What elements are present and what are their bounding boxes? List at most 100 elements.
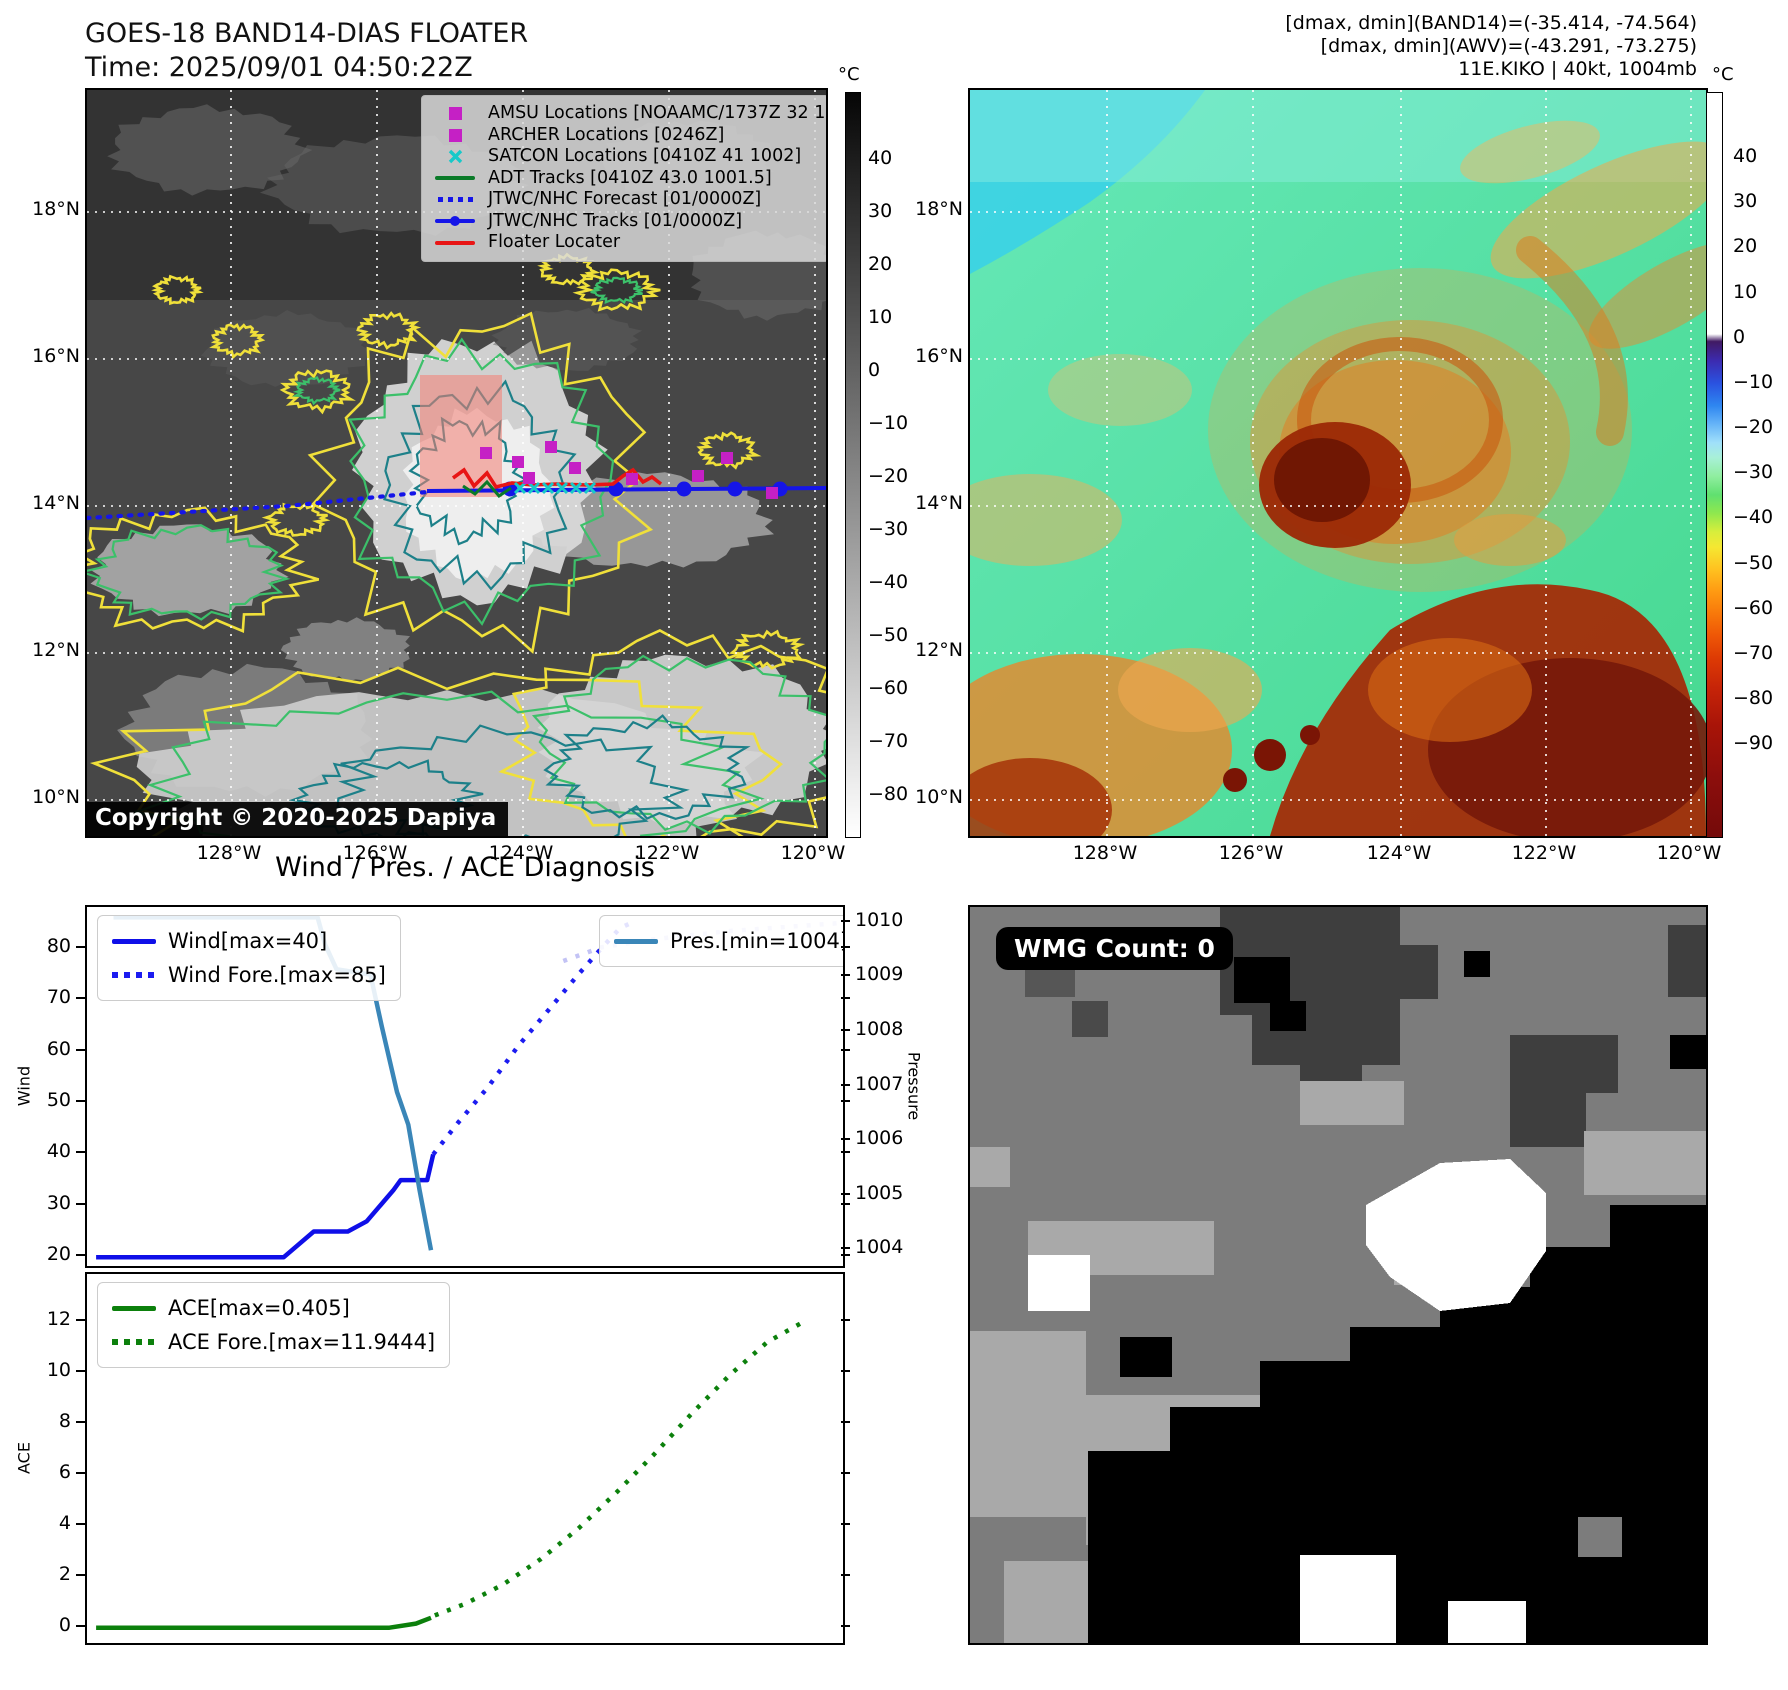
y-tick-label: 1007 xyxy=(855,1072,904,1095)
lon-label: 126°W xyxy=(1218,842,1284,864)
axis-tick xyxy=(841,1099,850,1102)
lat-label: 16°N xyxy=(915,345,963,367)
right-panel-header: [dmax, dmin](BAND14)=(-35.414, -74.564) … xyxy=(1285,12,1697,81)
axis-tick xyxy=(841,1048,850,1051)
axis-tick xyxy=(76,1048,85,1051)
lat-label: 10°N xyxy=(915,786,963,808)
axis-tick xyxy=(841,1202,850,1205)
satcon-x-icon xyxy=(432,149,478,164)
axis-tick xyxy=(841,1192,850,1195)
legend-item: ARCHER Locations [0246Z] xyxy=(432,125,818,147)
axis-tick xyxy=(76,1420,85,1423)
y-tick-label: 1004 xyxy=(855,1236,904,1259)
pressure-legend: Pres.[min=1004] xyxy=(599,915,843,967)
y-tick-label: 80 xyxy=(46,934,71,957)
forecast-dotted-icon xyxy=(432,197,478,203)
colorbar-tick-label: −70 xyxy=(868,730,909,753)
lon-label: 126°W xyxy=(342,842,408,864)
lat-label: 12°N xyxy=(32,639,80,661)
y-tick-label: 50 xyxy=(46,1088,71,1111)
y-tick-label: 1009 xyxy=(855,963,904,986)
axis-tick xyxy=(76,1151,85,1154)
axis-tick xyxy=(841,1625,850,1628)
y-tick-label: 6 xyxy=(58,1460,71,1483)
colorbar-tick-label: −10 xyxy=(1733,370,1774,393)
axis-tick xyxy=(841,1420,850,1423)
lat-label: 12°N xyxy=(915,639,963,661)
legend-item: AMSU Locations [NOAAMC/1737Z 32 1006] xyxy=(432,103,826,125)
awv-map-image xyxy=(970,90,1706,836)
right-colorbar-unit: °C xyxy=(1712,64,1734,85)
amsu-square-icon xyxy=(432,107,478,121)
series-ACE Fore.[max=11.9444] xyxy=(433,1321,803,1618)
axis-tick xyxy=(841,1083,850,1086)
colorbar-tick-label: −20 xyxy=(1733,416,1774,439)
lon-label: 120°W xyxy=(780,842,846,864)
y-tick-label: 12 xyxy=(46,1307,71,1330)
lat-label: 16°N xyxy=(32,345,80,367)
colorbar-tick-label: −80 xyxy=(868,783,909,806)
wind-legend: Wind[max=40] Wind Fore.[max=85] xyxy=(97,915,401,1001)
lat-label: 18°N xyxy=(32,198,80,220)
axis-tick xyxy=(76,1202,85,1205)
colorbar-tick-label: 0 xyxy=(868,359,881,382)
axis-tick xyxy=(76,1471,85,1474)
axis-tick xyxy=(841,1522,850,1525)
colorbar-tick-label: 40 xyxy=(1733,145,1758,168)
floater-line-icon xyxy=(432,240,478,245)
axis-tick xyxy=(841,1318,850,1321)
legend-item: SATCON Locations [0410Z 41 1002] xyxy=(432,146,818,168)
y-tick-label: 20 xyxy=(46,1243,71,1266)
axis-tick xyxy=(76,945,85,948)
wmg-image xyxy=(970,907,1706,1643)
axis-tick xyxy=(841,974,850,977)
axis-tick xyxy=(841,997,850,1000)
series-ACE[max=0.405] xyxy=(96,1615,432,1630)
colorbar-tick-label: 20 xyxy=(1733,235,1758,258)
colorbar-tick-label: −20 xyxy=(868,465,909,488)
y-tick-label: 60 xyxy=(46,1037,71,1060)
y-tick-label: 40 xyxy=(46,1140,71,1163)
y-tick-label: 0 xyxy=(58,1614,71,1637)
pressure-axis-label: Pressure xyxy=(904,1051,924,1121)
adt-line-icon xyxy=(432,176,478,181)
y-tick-label: 4 xyxy=(58,1511,71,1534)
wmg-count-badge: WMG Count: 0 xyxy=(996,927,1233,970)
axis-tick xyxy=(841,1151,850,1154)
axis-tick xyxy=(841,1247,850,1250)
y-tick-label: 1006 xyxy=(855,1127,904,1150)
lon-label: 124°W xyxy=(488,842,554,864)
axis-tick xyxy=(841,1254,850,1257)
legend-item: ADT Tracks [0410Z 43.0 1001.5] xyxy=(432,168,818,190)
dmax-dmin-awv: [dmax, dmin](AWV)=(-43.291, -73.275) xyxy=(1320,35,1697,57)
series-Wind Fore.[max=85] xyxy=(431,920,633,1156)
lon-label: 128°W xyxy=(196,842,262,864)
axis-tick xyxy=(76,997,85,1000)
map-legend: AMSU Locations [NOAAMC/1737Z 32 1006] AR… xyxy=(421,95,826,262)
y-tick-label: 1008 xyxy=(855,1017,904,1040)
colorbar-tick-label: −50 xyxy=(1733,551,1774,574)
axis-tick xyxy=(76,1099,85,1102)
legend-item: Floater Locater xyxy=(432,232,818,254)
axis-tick xyxy=(76,1625,85,1628)
colorbar-tick-label: 10 xyxy=(1733,280,1758,303)
colorbar-tick-label: 30 xyxy=(1733,190,1758,213)
axis-tick xyxy=(76,1574,85,1577)
axis-tick xyxy=(76,1254,85,1257)
axis-tick xyxy=(841,1574,850,1577)
diagnosis-chart-title: Wind / Pres. / ACE Diagnosis xyxy=(275,852,655,883)
colorbar-tick-label: −50 xyxy=(868,624,909,647)
lon-label: 120°W xyxy=(1656,842,1722,864)
axis-tick xyxy=(76,1522,85,1525)
ace-plot-area xyxy=(96,1321,803,1630)
y-tick-label: 1005 xyxy=(855,1181,904,1204)
colorbar-tick-label: 10 xyxy=(868,305,893,328)
ace-legend: ACE[max=0.405] ACE Fore.[max=11.9444] xyxy=(97,1282,451,1368)
lon-label: 124°W xyxy=(1366,842,1432,864)
colorbar-tick-label: 20 xyxy=(868,252,893,275)
ace-chart: ACE[max=0.405] ACE Fore.[max=11.9444] xyxy=(85,1272,845,1645)
lon-label: 128°W xyxy=(1072,842,1138,864)
wind-pressure-chart: Wind[max=40] Wind Fore.[max=85] Pres.[mi… xyxy=(85,905,845,1268)
archer-square-icon xyxy=(432,128,478,142)
